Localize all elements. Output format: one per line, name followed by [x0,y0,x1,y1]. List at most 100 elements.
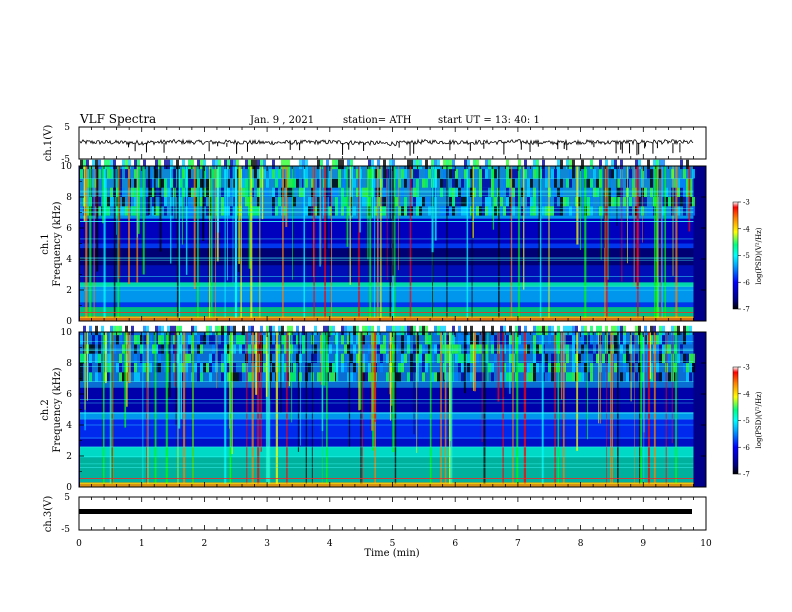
panel-ch1-voltage: 5 -5 ch.1(V) [43,123,707,165]
spectrogram-cell [416,206,419,216]
spectrogram-streak [643,332,645,433]
header-start-time: start UT = 13: 40: 1 [438,115,540,126]
spectrogram-cell [476,372,479,382]
spectrogram-cell [314,206,317,216]
spectrogram-cell [278,363,281,373]
spectrogram-cell [392,325,395,336]
spectrogram-streak [584,166,587,318]
spectrogram-cell [662,353,665,363]
spectrogram-cell [380,353,383,363]
colorbar-tick-label: -6 [743,444,750,452]
spectrogram-cell [470,372,473,382]
spectrogram-streak [523,166,525,290]
spectrogram-cell [485,169,488,179]
spectrogram-cell [368,159,371,170]
spectrogram-cell [260,197,263,207]
ch1-colorbar-ticks: -3 -4 -5 -6 -7 [738,199,750,314]
spectrogram-cell [167,325,170,336]
spectrogram-cell [395,197,398,207]
spectrogram-cell [233,206,236,216]
spectrogram-cell [314,353,317,363]
spectrogram-cell [533,325,536,336]
spectrogram-cell [131,363,134,373]
spectrogram-cell [368,372,371,382]
spectrogram-cell [437,159,440,170]
spectrogram-cell [563,197,566,207]
spectrogram-cell [230,372,233,382]
spectrogram-cell [272,335,275,345]
spectrogram-cell [623,206,626,216]
spectrogram-cell [254,159,257,170]
spectrogram-cell [509,197,512,207]
spectrogram-cell [569,159,572,170]
spectrogram-cell [692,197,695,207]
spectrogram-cell [125,325,128,336]
spectrogram-cell [347,335,350,345]
spectrogram-cell [182,169,185,179]
spectrogram-cell [374,178,377,188]
ch1-voltage-trace [79,138,694,156]
spectrogram-streak [607,166,609,280]
spectrogram-cell [596,325,599,336]
spectrogram-cell [119,363,122,373]
spectrogram-cell [212,169,215,179]
spectrogram-cell [548,325,551,336]
spectrogram-cell [317,197,320,207]
spectrogram-band [80,446,694,458]
spectrogram-streak [604,166,606,318]
spectrogram-cell [263,169,266,179]
spectrogram-cell [296,325,299,336]
spectrogram-cell [572,159,575,170]
spectrogram-streak [497,332,500,402]
spectrogram-cell [518,335,521,345]
spectrogram-cell [608,335,611,345]
spectrogram-cell [647,206,650,216]
header-date: Jan. 9 , 2021 [249,115,314,126]
spectrogram-cell [191,178,194,188]
spectrogram-cell [341,363,344,373]
spectrogram-cell [329,178,332,188]
spectrogram-cell [212,363,215,373]
spectrogram-cell [512,169,515,179]
spectrogram-cell [143,325,146,336]
spectrogram-cell [638,169,641,179]
spectrogram-cell [98,372,101,382]
spectrogram-cell [398,363,401,373]
spectrogram-cell [485,335,488,345]
spectrogram-cell [557,206,560,216]
spectrogram-cell [566,159,569,170]
spectrogram-streak [227,166,228,281]
spectrogram-streak [358,166,360,318]
spectrogram-streak [518,166,520,318]
spectrogram-cell [656,335,659,345]
spectrogram-cell [692,363,695,373]
spectrogram-cell [629,372,632,382]
spectrogram-streak [185,166,188,275]
spectrogram-cell [416,169,419,179]
spectrogram-cell [686,159,689,170]
spectrogram-cell [83,335,86,345]
spectrogram-cell [425,335,428,345]
spectrogram-cell [305,159,308,170]
spectrogram-cell [350,197,353,207]
spectrogram-cell [407,372,410,382]
spectrogram-cell [599,159,602,170]
spectrogram-cell [305,169,308,179]
spectrogram-cell [425,325,428,336]
spectrogram-streak [409,166,412,318]
spectrogram-cell [512,206,515,216]
spectrogram-cell [524,325,527,336]
spectrogram-cell [581,325,584,336]
spectrogram-cell [629,353,632,363]
spectrogram-cell [332,178,335,188]
spectrogram-streak [603,166,605,248]
spectrogram-cell [329,363,332,373]
spectrogram-cell [350,159,353,170]
spectrogram-cell [536,325,539,336]
spectrogram-cell [569,169,572,179]
spectrogram-cell [398,169,401,179]
spectrogram-cell [467,197,470,207]
spectrogram-cell [599,206,602,216]
spectrogram-cell [188,353,191,363]
spectrogram-streak [321,332,323,484]
